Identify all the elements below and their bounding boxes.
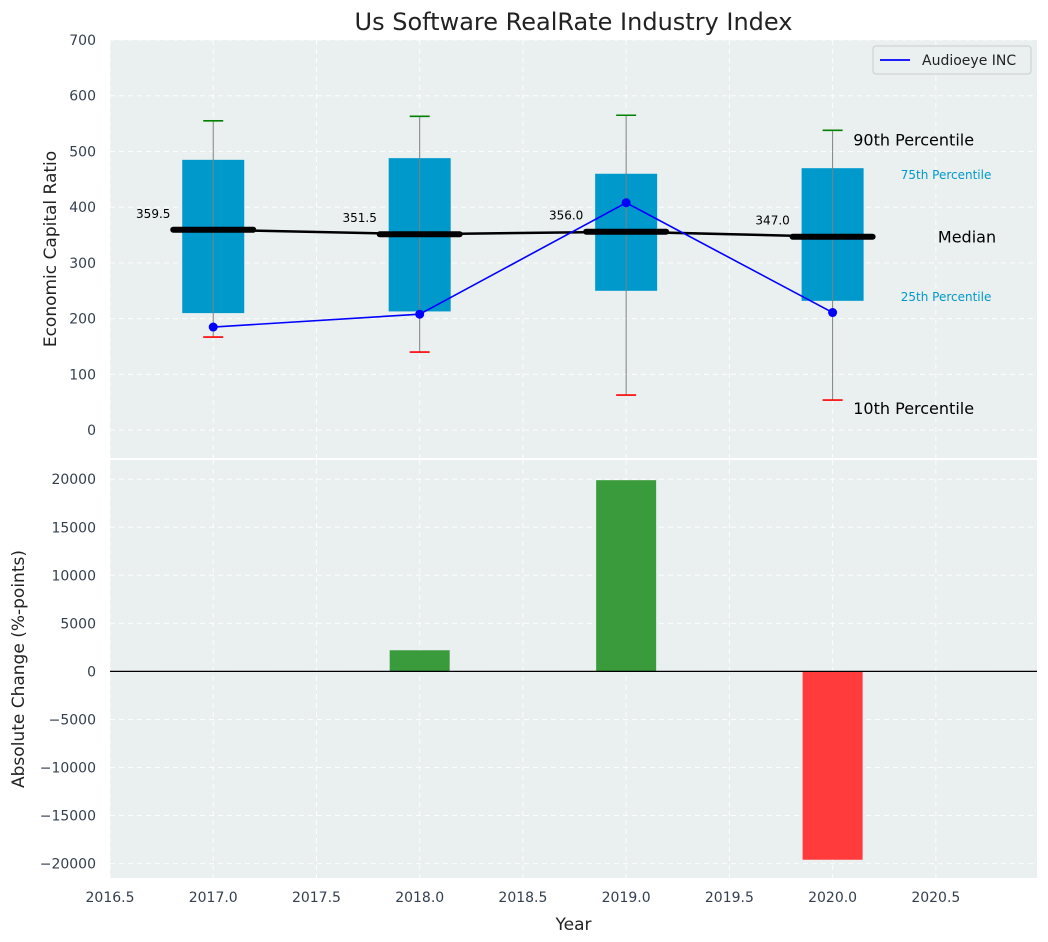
top-y-tick-label: 200 — [69, 312, 96, 328]
x-tick-label: 2019.0 — [602, 890, 651, 906]
chart-title: Us Software RealRate Industry Index — [355, 8, 793, 36]
series-point-audioeye — [828, 308, 838, 318]
bottom-y-tick-label: 15000 — [51, 520, 96, 536]
annotation-median: Median — [938, 228, 996, 247]
x-tick-label: 2019.5 — [705, 890, 754, 906]
legend-box — [872, 45, 1032, 75]
top-y-tick-label: 700 — [69, 33, 96, 49]
series-line-audioeye — [213, 201, 833, 328]
top-plot-background — [110, 40, 1037, 458]
x-tick-label: 2020.5 — [911, 890, 960, 906]
bottom-y-tick-label: 5000 — [60, 616, 96, 632]
median-value-label: 351.5 — [343, 211, 377, 225]
series-point-audioeye — [415, 309, 425, 319]
bottom-plot-background — [110, 460, 1037, 878]
bottom-y-tick-label: −20000 — [40, 857, 96, 873]
bottom-y-tick-label: 0 — [87, 664, 96, 680]
bottom-y-tick-label: 10000 — [51, 568, 96, 584]
legend: Audioeye INC — [872, 45, 1032, 75]
top-y-tick-label: 300 — [69, 256, 96, 272]
median-value-label: 347.0 — [755, 214, 789, 228]
top-y-axis-label: Economic Capital Ratio — [41, 151, 61, 347]
bottom-y-tick-label: 20000 — [51, 472, 96, 488]
top-y-tick-label: 0 — [87, 423, 96, 439]
series-point-audioeye — [621, 198, 631, 208]
median-trend-line — [213, 228, 833, 238]
x-tick-label: 2020.0 — [808, 890, 857, 906]
bottom-y-axis-label: Absolute Change (%-points) — [9, 550, 29, 788]
x-axis-label: Year — [555, 915, 592, 935]
x-tick-label: 2018.5 — [498, 890, 547, 906]
x-tick-label: 2018.0 — [395, 890, 444, 906]
bottom-y-tick-label: −5000 — [49, 712, 96, 728]
legend-label-audioeye: Audioeye INC — [922, 53, 1016, 69]
annotation-p90: 90th Percentile — [853, 130, 974, 149]
change-bar — [802, 671, 863, 860]
x-tick-label: 2017.5 — [292, 890, 341, 906]
bottom-y-tick-label: −15000 — [40, 809, 96, 825]
x-tick-label: 2017.0 — [189, 890, 238, 906]
change-bar — [596, 480, 657, 672]
top-y-tick-label: 600 — [69, 89, 96, 105]
bottom-y-tick-label: −10000 — [40, 760, 96, 776]
top-y-tick-label: 500 — [69, 144, 96, 160]
annotation-p25: 25th Percentile — [901, 290, 992, 304]
top-y-tick-label: 100 — [69, 367, 96, 383]
median-value-label: 359.5 — [136, 207, 170, 221]
top-y-tick-label: 400 — [69, 200, 96, 216]
x-tick-label: 2016.5 — [86, 890, 135, 906]
change-bar — [389, 650, 450, 672]
median-value-label: 356.0 — [549, 209, 583, 223]
series-point-audioeye — [208, 322, 218, 332]
annotation-p75: 75th Percentile — [901, 168, 992, 182]
annotation-p10: 10th Percentile — [853, 399, 974, 418]
